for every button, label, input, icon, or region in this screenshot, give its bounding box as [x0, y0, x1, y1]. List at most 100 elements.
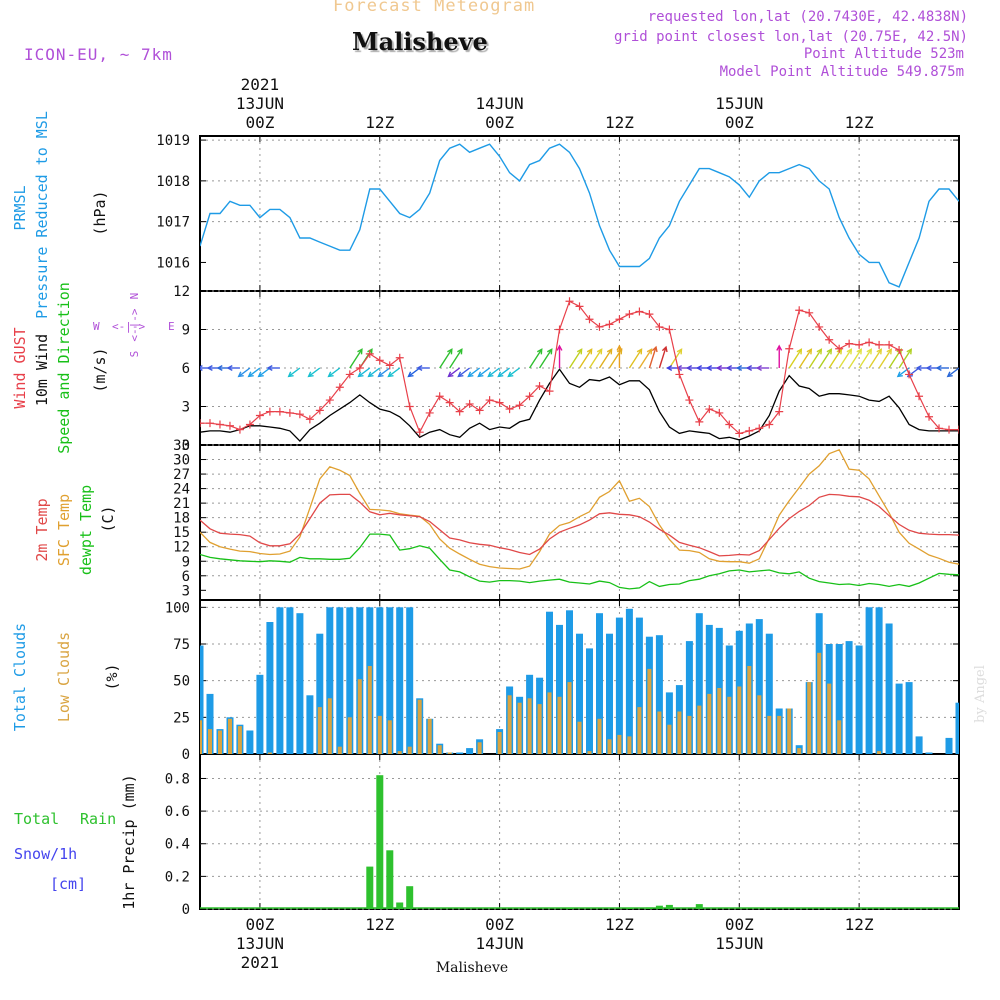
wind-arrow-head	[695, 364, 703, 372]
y-tick-label: 9	[182, 554, 190, 570]
time-label-top: 00Z	[485, 113, 514, 132]
total-cloud-bar	[765, 633, 773, 754]
low-cloud-bar	[767, 715, 772, 754]
total-cloud-bar	[546, 611, 553, 754]
low-cloud-bar	[507, 695, 512, 754]
time-label-top: 00Z	[245, 113, 274, 132]
gust-marker	[555, 325, 564, 334]
wind-arrow	[248, 367, 261, 377]
total-cloud-bar	[206, 693, 214, 754]
total-cloud-bar	[625, 608, 633, 754]
wind10m-line	[200, 368, 959, 443]
low-cloud-bar	[717, 688, 722, 754]
low-cloud-bar	[237, 726, 242, 754]
wind-arrow	[378, 367, 391, 377]
watermark: by Angel	[973, 665, 988, 723]
temp-labels: 2m Temp SFC Temp dewpt Temp (C)	[33, 485, 117, 575]
wind-arrow	[538, 348, 553, 369]
y-tick-label: 50	[173, 674, 190, 690]
gust-marker	[505, 405, 514, 414]
wind-arrow-head	[266, 364, 273, 372]
wind-arrow	[288, 367, 301, 377]
wind-arrow-head	[906, 348, 913, 355]
wind-arrow-head	[676, 348, 683, 355]
low-cloud-bar	[200, 720, 202, 754]
low-cloud-bar	[208, 729, 212, 754]
wind-arrow-head	[556, 344, 563, 351]
temp-unit-label: (C)	[99, 505, 117, 532]
y-tick-label: 18	[173, 511, 190, 527]
rain-bar	[396, 902, 404, 909]
time-label-top: 12Z	[365, 113, 394, 132]
low-cloud-bar	[497, 732, 502, 754]
meteogram-subtitle: Forecast Meteogram	[333, 0, 536, 16]
total-cloud-bar	[200, 645, 204, 754]
low-cloud-bar	[387, 720, 392, 754]
gust-marker	[935, 424, 944, 433]
y-tick-label: 6	[182, 569, 190, 585]
wind-arrow-head	[636, 348, 643, 355]
prmsl-line	[200, 143, 959, 288]
gust-marker	[905, 370, 914, 379]
wind-arrow	[528, 348, 543, 369]
wind-arrow	[598, 348, 613, 369]
low-cloud-bar	[267, 752, 272, 754]
gust-marker	[525, 392, 534, 401]
time-label-top: 00Z	[725, 113, 754, 132]
compass-n: N	[128, 293, 141, 300]
y-tick-label: 1016	[156, 255, 190, 271]
wind-labels: Wind GUST 10m Wind Speed and Direction (…	[11, 282, 175, 454]
gust-marker	[435, 392, 444, 401]
wind-arrow	[658, 346, 667, 369]
gust-marker	[205, 419, 214, 428]
total-cloud-bar	[326, 607, 334, 754]
low-cloud-bar	[667, 724, 672, 754]
gust-marker	[745, 426, 754, 435]
wind-arrow	[458, 367, 471, 377]
rain-bar	[566, 908, 573, 909]
wind-panel	[200, 297, 959, 443]
gust-marker	[755, 424, 764, 433]
compass-w: W	[93, 320, 100, 333]
gust-marker	[335, 383, 344, 392]
total-cloud-bar	[615, 617, 623, 754]
wind-arrow	[308, 367, 321, 377]
y-tick-label: 0.4	[165, 837, 190, 853]
low-clouds-label: Low Clouds	[55, 632, 73, 722]
gust-marker	[625, 310, 634, 319]
gust-marker	[665, 325, 674, 334]
low-cloud-bar	[817, 652, 822, 754]
wind-arrow-head	[467, 371, 474, 378]
total-cloud-bar	[685, 641, 693, 754]
y-tick-label: 0.6	[165, 804, 190, 820]
wind-arrow	[449, 348, 463, 369]
total-cloud-bar	[256, 674, 264, 754]
gust-marker	[475, 406, 484, 415]
footer-location: Malisheve	[436, 960, 508, 976]
wind-arrow	[238, 367, 251, 377]
low-cloud-bar	[587, 751, 592, 754]
time-label-bottom: 13JUN	[236, 934, 284, 953]
low-cloud-bar	[327, 698, 332, 754]
wind-arrow-head	[447, 348, 453, 355]
wind-arrow	[408, 367, 421, 377]
wind-arrow-head	[856, 348, 862, 355]
low-cloud-bar	[228, 718, 232, 754]
time-label-top: 2021	[241, 75, 280, 94]
wind-arrow-head	[226, 364, 233, 372]
gust-marker	[225, 421, 234, 430]
wind-arrow-head	[546, 348, 553, 355]
wind-arrow-head	[200, 364, 203, 372]
panel-frame	[199, 753, 960, 910]
gust-label: Wind GUST	[11, 327, 29, 408]
gust-marker	[575, 302, 584, 311]
total-cloud-bar	[655, 635, 663, 754]
rain-bar	[376, 775, 384, 909]
y-tick-label: 0.8	[165, 771, 190, 787]
wind-arrow	[788, 348, 802, 369]
gust-marker	[825, 335, 834, 344]
gust-marker	[485, 396, 494, 405]
total-cloud-bar	[586, 648, 593, 754]
wind-arrow	[487, 367, 501, 377]
